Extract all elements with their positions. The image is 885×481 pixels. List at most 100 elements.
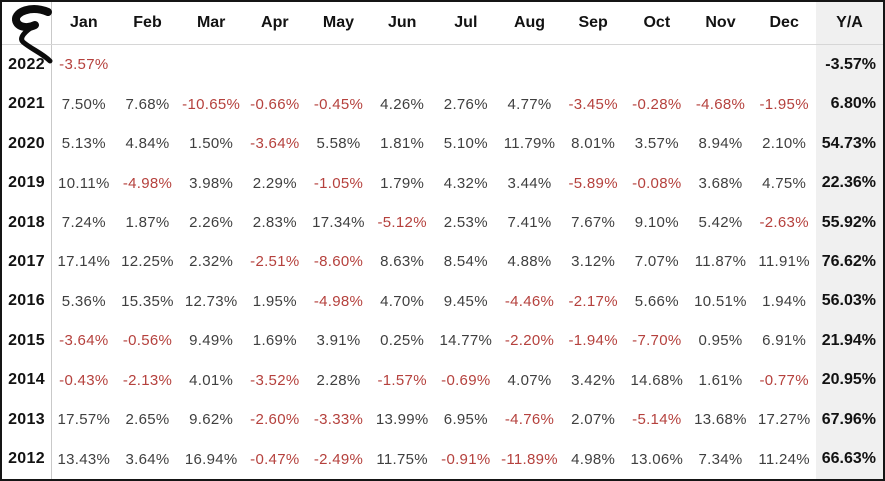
column-header-dec: Dec: [769, 14, 799, 31]
return-cell: 9.49%: [189, 332, 234, 350]
return-cell: -0.91%: [441, 450, 491, 468]
ytd-total-cell: 20.95%: [816, 360, 883, 401]
table-row-2019: 2019 10.11% -4.98% 3.98% 2.29% -1.05% 1.79% 4.3…: [2, 163, 883, 203]
return-cell: [561, 45, 625, 84]
return-cell: [307, 45, 371, 84]
year-label: 2014: [2, 360, 52, 401]
return-cell: 7.50%: [61, 95, 106, 113]
table-row-2012: 2012 13.43% 3.64% 16.94% -0.47% -2.49% 11.75% -…: [2, 439, 883, 479]
return-cell: 2.26%: [189, 214, 234, 232]
return-cell: [498, 45, 562, 84]
return-cell: 10.51%: [694, 292, 747, 310]
return-cell: 8.01%: [571, 135, 616, 153]
year-label: 2021: [2, 84, 52, 124]
return-cell: 3.91%: [316, 332, 361, 350]
return-cell: 5.66%: [634, 292, 679, 310]
return-cell: 17.27%: [757, 411, 811, 429]
return-cell: 4.26%: [380, 95, 425, 113]
return-cell: -5.12%: [377, 214, 427, 232]
column-header-sep: Sep: [578, 14, 608, 31]
return-cell: -2.51%: [250, 253, 300, 271]
return-cell: 10.11%: [58, 174, 110, 192]
column-header-jul: Jul: [454, 14, 478, 31]
return-cell: [116, 45, 180, 84]
return-cell: -3.33%: [313, 411, 364, 429]
return-cell: -8.60%: [313, 253, 364, 271]
return-cell: 3.42%: [571, 371, 616, 389]
return-cell: 7.24%: [61, 214, 106, 232]
return-cell: 1.79%: [380, 174, 425, 192]
return-cell: 11.24%: [758, 450, 810, 468]
return-cell: -1.94%: [568, 332, 618, 350]
return-cell: -10.65%: [182, 95, 241, 113]
column-header-nov: Nov: [705, 14, 736, 31]
return-cell: -0.66%: [250, 95, 300, 113]
return-cell: 13.06%: [630, 450, 684, 468]
return-cell: 0.95%: [698, 332, 743, 350]
return-cell: -2.60%: [250, 411, 300, 429]
logo-cell: [2, 2, 53, 64]
return-cell: 7.34%: [698, 450, 743, 468]
year-label: 2013: [2, 400, 52, 440]
ytd-total-cell: -3.57%: [816, 45, 883, 85]
ytd-total-cell: 6.80%: [816, 84, 883, 124]
return-cell: 3.57%: [634, 135, 679, 153]
ytd-total-cell: 54.73%: [816, 123, 883, 164]
return-cell: 3.44%: [507, 174, 552, 192]
return-cell: [434, 45, 498, 84]
return-cell: 3.64%: [125, 450, 170, 468]
return-cell: 3.98%: [189, 174, 234, 192]
return-cell: 17.57%: [57, 411, 111, 429]
return-cell: 3.12%: [571, 253, 616, 271]
return-cell: -1.95%: [759, 95, 809, 113]
return-cell: 4.70%: [380, 292, 425, 310]
return-cell: 11.79%: [503, 135, 556, 153]
return-cell: -3.64%: [59, 332, 109, 350]
return-cell: 9.10%: [634, 214, 679, 232]
column-header-feb: Feb: [133, 14, 162, 31]
return-cell: 7.41%: [507, 214, 552, 232]
return-cell: 5.36%: [61, 292, 106, 310]
return-cell: 4.98%: [571, 450, 616, 468]
return-cell: 11.91%: [758, 253, 810, 271]
return-cell: 1.95%: [252, 292, 297, 310]
table-row-2013: 2013 17.57% 2.65% 9.62% -2.60% -3.33% 13.99% 6.…: [2, 400, 883, 440]
return-cell: -3.57%: [59, 56, 109, 74]
column-header-aug: Aug: [513, 14, 546, 31]
return-cell: -3.45%: [568, 95, 618, 113]
return-cell: 7.07%: [634, 253, 679, 271]
year-label: 2020: [2, 123, 52, 164]
return-cell: [243, 45, 307, 84]
return-cell: 9.45%: [443, 292, 488, 310]
table-row-2015: 2015 -3.64% -0.56% 9.49% 1.69% 3.91% 0.25% 14.7…: [2, 321, 883, 361]
return-cell: -3.52%: [250, 371, 300, 389]
return-cell: 8.63%: [380, 253, 425, 271]
return-cell: -7.70%: [632, 332, 682, 350]
return-cell: -4.46%: [504, 292, 555, 310]
return-cell: 2.28%: [316, 371, 361, 389]
return-cell: -11.89%: [501, 450, 558, 468]
column-header-oct: Oct: [643, 14, 671, 31]
return-cell: 6.91%: [762, 332, 807, 350]
return-cell: 1.81%: [380, 135, 425, 153]
return-cell: 13.68%: [694, 411, 747, 429]
return-cell: 1.69%: [252, 332, 297, 350]
return-cell: 14.68%: [630, 371, 684, 389]
return-cell: 3.68%: [698, 174, 743, 192]
return-cell: [370, 45, 434, 84]
return-cell: 7.68%: [125, 95, 170, 113]
return-cell: 4.84%: [125, 135, 170, 153]
return-cell: -0.08%: [632, 174, 682, 192]
year-label: 2015: [2, 321, 52, 361]
return-cell: 16.94%: [184, 450, 238, 468]
column-header-jan: Jan: [70, 14, 98, 31]
column-header-ytd: Y/A: [816, 2, 883, 44]
return-cell: 0.25%: [380, 332, 425, 350]
return-cell: 6.95%: [443, 411, 488, 429]
ytd-total-cell: 66.63%: [816, 439, 883, 479]
table-row-2016: 2016 5.36% 15.35% 12.73% 1.95% -4.98% 4.70% 9.4…: [2, 281, 883, 322]
ytd-total-cell: 22.36%: [816, 163, 883, 203]
return-cell: 1.94%: [762, 292, 807, 310]
return-cell: -0.43%: [59, 371, 109, 389]
